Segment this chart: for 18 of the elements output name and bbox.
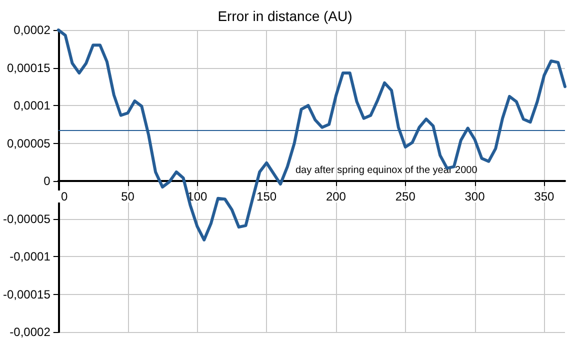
y-tick-label: -0,00015 bbox=[3, 287, 51, 302]
x-tick-label: 0 bbox=[61, 190, 68, 204]
y-tick-label: -0,00005 bbox=[3, 212, 51, 226]
y-tick-label: 0,0001 bbox=[14, 98, 51, 112]
x-tick-label: 50 bbox=[121, 190, 135, 204]
y-tick-label: 0,00005 bbox=[6, 136, 51, 150]
x-tick-label: 200 bbox=[326, 190, 346, 204]
x-tick-label: 300 bbox=[464, 190, 486, 204]
y-tick-label: 0 bbox=[44, 174, 51, 188]
chart-title: Error in distance (AU) bbox=[218, 8, 352, 24]
y-tick-label: 0,00015 bbox=[6, 60, 51, 75]
y-tick-label: -0,0002 bbox=[10, 325, 51, 339]
y-tick-label: 0,0002 bbox=[14, 23, 51, 37]
y-tick-label: -0,0001 bbox=[10, 250, 51, 264]
x-tick-label: 250 bbox=[395, 190, 416, 204]
line-series bbox=[56, 28, 566, 242]
x-tick-label: 350 bbox=[534, 190, 555, 204]
x-tick-label: 150 bbox=[256, 190, 277, 204]
